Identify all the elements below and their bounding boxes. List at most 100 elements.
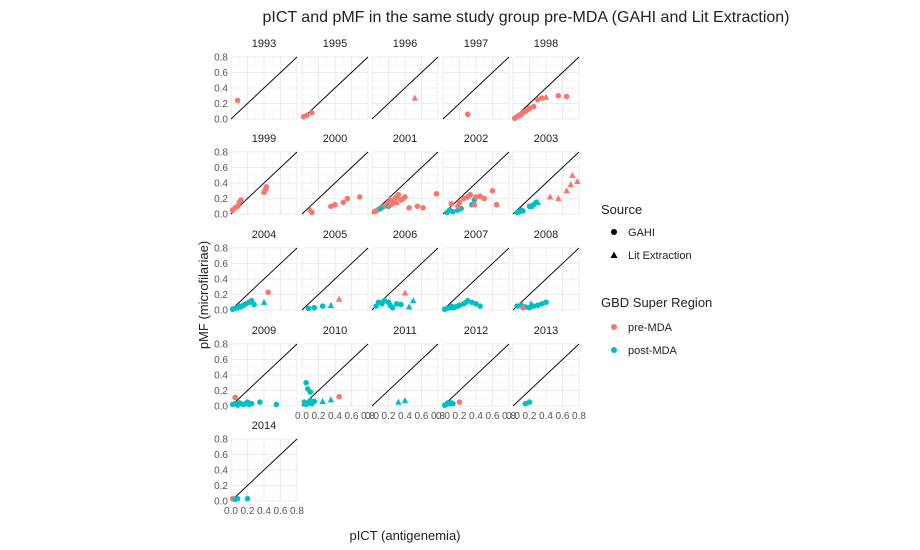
x-tick-label: 0.0: [295, 411, 309, 422]
facet-label: 2013: [534, 325, 558, 337]
data-point: [234, 97, 241, 104]
data-point: [332, 201, 338, 208]
facet-label: 1998: [534, 38, 558, 50]
y-tick-label: 0.0: [214, 306, 228, 317]
data-point-triangle: [411, 94, 419, 101]
y-tick-label: 0.2: [214, 99, 228, 110]
data-point-triangle: [335, 295, 343, 302]
x-tick-label: 0.8: [502, 411, 516, 422]
facet-panel-2013: 2013 0.0 0.2 0.4 0.6 0.8: [506, 325, 586, 422]
data-point: [406, 205, 412, 211]
data-point: [420, 205, 426, 211]
data-point: [467, 191, 474, 198]
x-tick-label: 0.2: [382, 411, 396, 422]
data-point: [234, 495, 241, 502]
facet-label: 2009: [252, 325, 276, 337]
x-tick-label: 0.6: [345, 411, 359, 422]
data-point: [265, 289, 271, 295]
data-point: [477, 303, 483, 309]
x-tick-label: 0.4: [257, 506, 271, 517]
data-point: [238, 197, 244, 203]
y-tick-label: 0.0: [214, 115, 228, 126]
data-point: [398, 301, 404, 308]
y-tick-label: 0.8: [214, 53, 228, 64]
identity-line: [230, 438, 298, 502]
data-point: [309, 209, 315, 216]
data-point: [251, 301, 257, 308]
data-point: [456, 399, 463, 405]
facet-panel-1995: 1995: [300, 38, 369, 120]
data-point: [311, 398, 318, 405]
data-point: [520, 208, 526, 214]
facet-panel-2012: 2012 0.0 0.2 0.4 0.6 0.8: [436, 325, 516, 422]
data-point-triangle: [319, 397, 326, 404]
data-point: [450, 208, 456, 215]
data-point-triangle: [393, 198, 400, 205]
data-point: [336, 393, 342, 400]
y-axis-title: pMF (microfilariae): [196, 241, 211, 349]
legend-post-mda-dot-icon: [611, 347, 617, 353]
x-tick-label: 0.0: [365, 411, 379, 422]
identity-line: [371, 56, 439, 120]
x-axis-title: pICT (antigenemia): [349, 528, 460, 543]
data-point-triangle: [327, 396, 335, 403]
y-tick-label: 0.8: [214, 244, 228, 255]
facet-label: 1997: [464, 38, 488, 50]
identity-line: [512, 56, 580, 120]
x-tick-label: 0.2: [523, 411, 537, 422]
data-point-triangle: [327, 301, 335, 308]
data-point: [263, 184, 270, 190]
identity-line: [230, 56, 298, 120]
x-tick-label: 0.4: [539, 411, 553, 422]
data-point: [526, 399, 533, 405]
facet-label: 1993: [252, 38, 276, 50]
x-tick-label: 0.2: [312, 411, 326, 422]
data-point: [257, 399, 263, 405]
x-tick-label: 0.8: [290, 506, 304, 517]
y-tick-label: 0.6: [214, 259, 228, 270]
facet-label: 1999: [252, 133, 276, 145]
data-point: [304, 112, 310, 118]
y-tick-label: 0.8: [214, 435, 228, 446]
data-point: [303, 379, 309, 386]
facet-label: 1996: [393, 38, 417, 50]
identity-line: [371, 151, 439, 215]
data-point: [340, 199, 347, 206]
data-point-triangle: [395, 398, 402, 405]
x-tick-label: 0.6: [415, 411, 429, 422]
facet-label: 2000: [323, 133, 347, 145]
legend-source-title: Source: [601, 202, 642, 217]
y-tick-label: 0.2: [214, 194, 228, 205]
facet-label: 2003: [534, 133, 558, 145]
data-point: [389, 304, 396, 311]
y-tick-label: 0.4: [214, 179, 228, 190]
facet-label: 2008: [534, 229, 558, 241]
facet-label: 2010: [323, 325, 347, 337]
facet-panel-2010: 2010 0.0 0.2 0.4 0.6 0.8: [295, 325, 375, 422]
data-point-triangle: [567, 181, 574, 188]
facet-panel-2000: 2000: [301, 133, 369, 216]
facet-panel-1997: 1997: [442, 38, 510, 120]
data-point: [356, 194, 363, 200]
facet-panel-2007: 2007: [441, 229, 510, 313]
facet-panel-2009: 2009 0.0 0.2 0.4 0.6 0.8: [214, 325, 298, 413]
x-tick-label: 0.6: [486, 411, 500, 422]
identity-line: [301, 151, 369, 215]
y-tick-label: 0.6: [214, 68, 228, 79]
legend-region-pre: pre-MDA: [628, 322, 673, 334]
data-point: [414, 203, 421, 210]
y-tick-label: 0.2: [214, 290, 228, 301]
data-point: [402, 194, 408, 200]
y-tick-label: 0.2: [214, 481, 228, 492]
data-point: [489, 187, 496, 194]
facet-label: 2006: [393, 229, 417, 241]
y-tick-label: 0.4: [214, 466, 228, 477]
data-point: [373, 208, 379, 214]
y-tick-label: 0.6: [214, 355, 228, 366]
data-point-triangle: [410, 297, 417, 304]
legend-region-post: post-MDA: [628, 345, 678, 357]
data-point: [477, 193, 483, 199]
data-point-triangle: [563, 187, 570, 194]
legend-region-title: GBD Super Region: [601, 295, 712, 310]
